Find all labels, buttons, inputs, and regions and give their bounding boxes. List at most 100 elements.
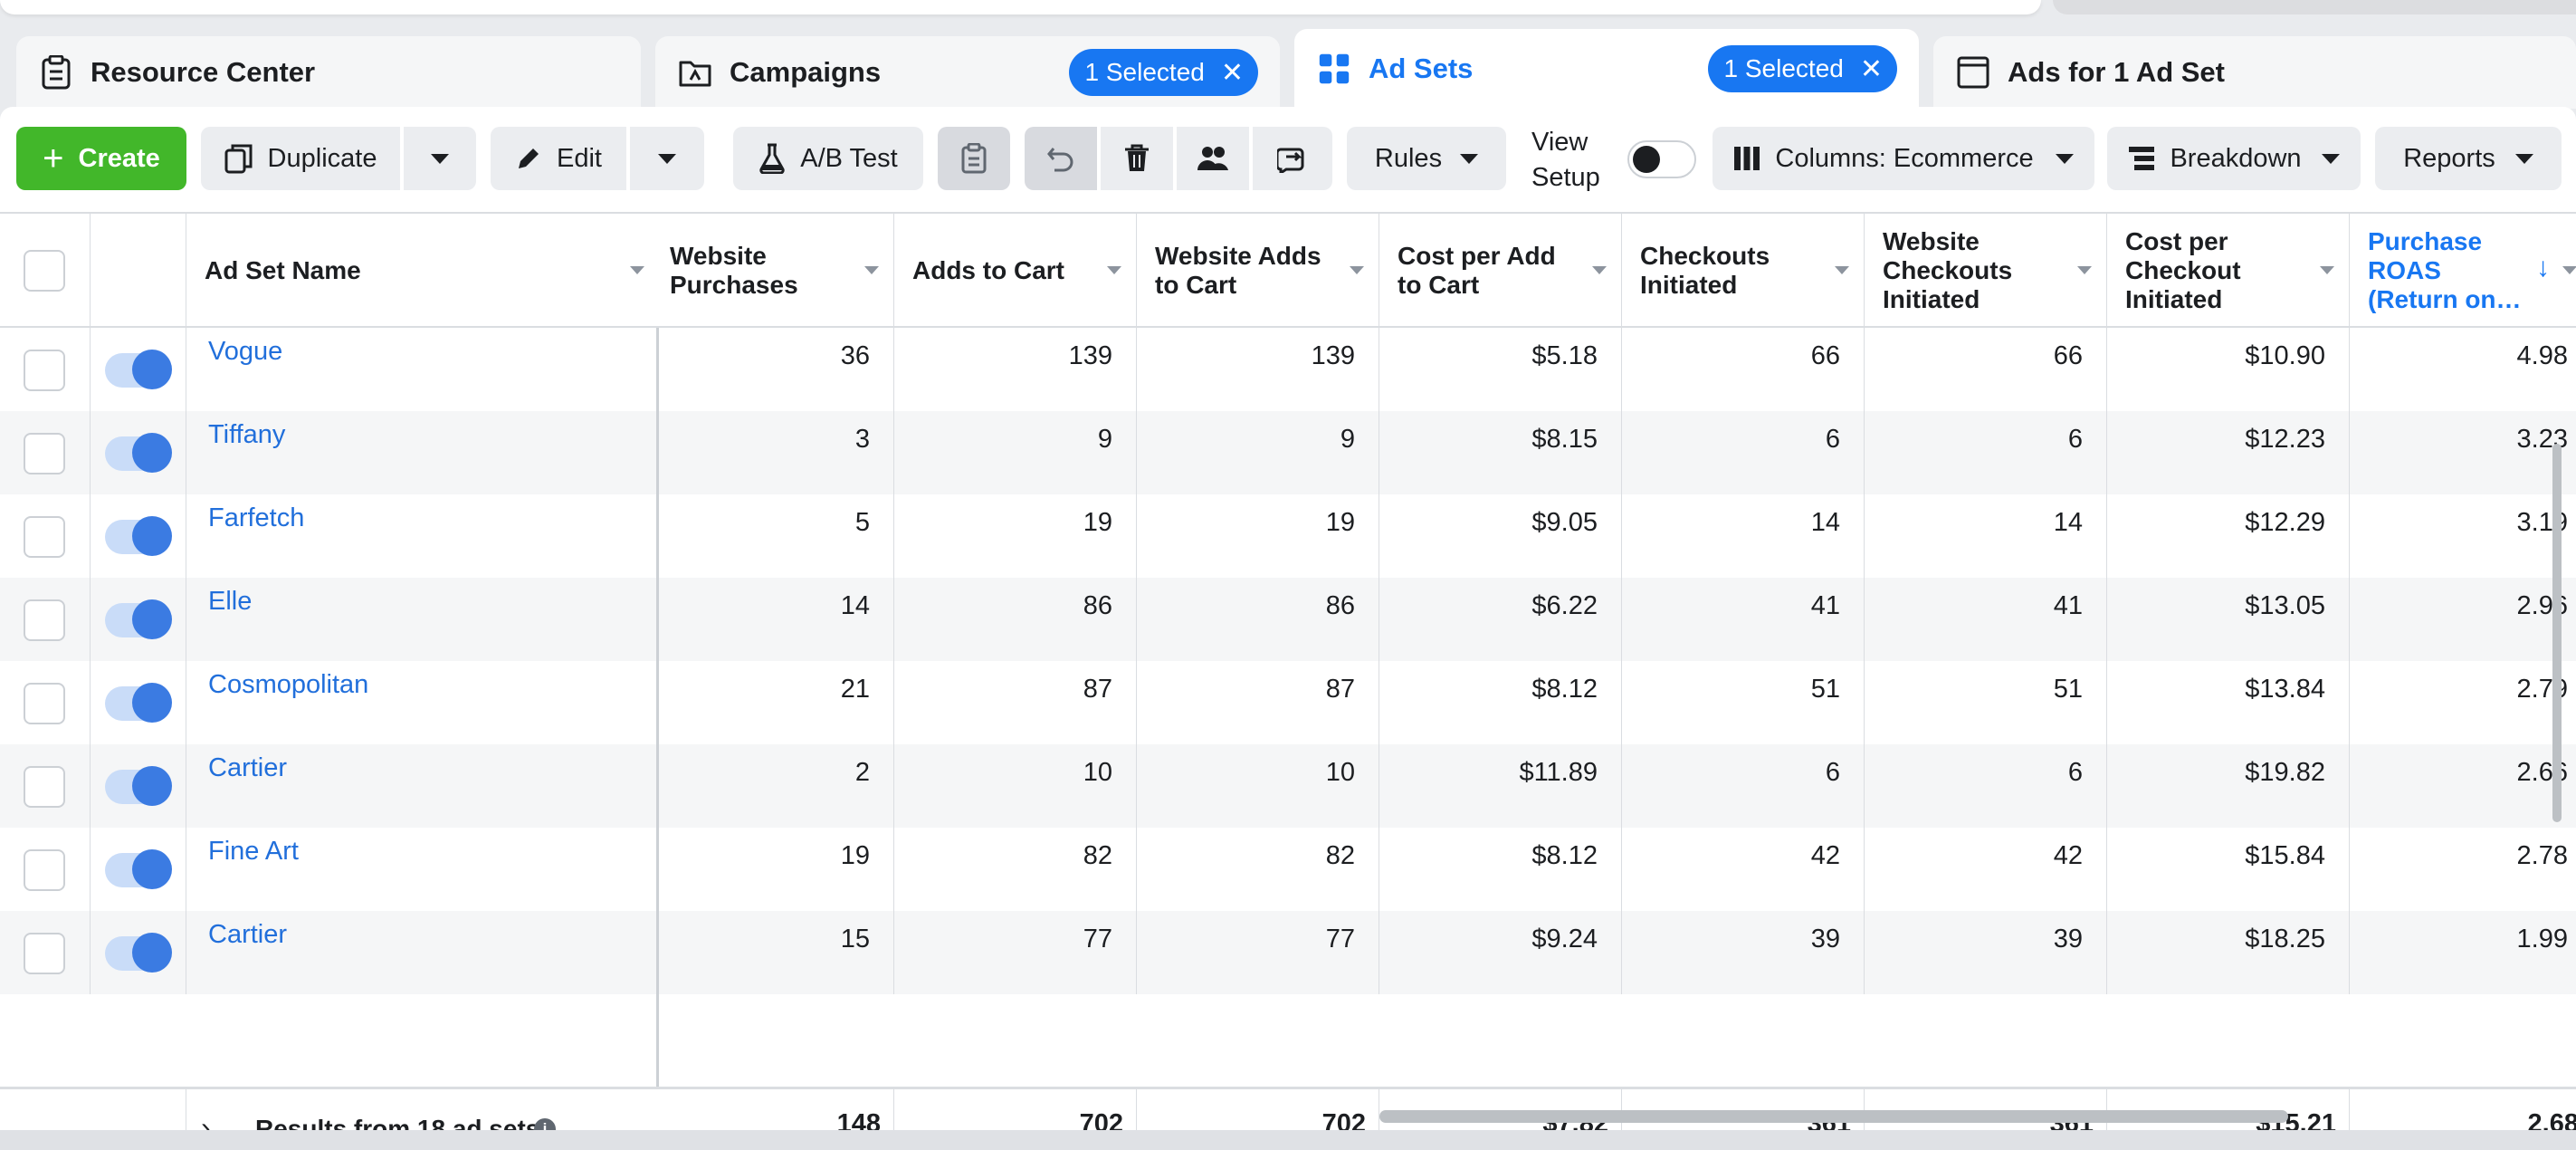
ad-set-name-link[interactable]: Cartier — [208, 920, 288, 949]
vertical-scrollbar[interactable] — [2552, 444, 2562, 822]
rules-button[interactable]: Rules — [1347, 127, 1506, 190]
ad-set-toggle[interactable] — [105, 849, 172, 889]
tab-resource-center[interactable]: Resource Center — [16, 36, 641, 109]
ad-set-toggle[interactable] — [105, 766, 172, 806]
column-header[interactable]: Cost per Checkout Initiated — [2107, 214, 2350, 328]
column-header[interactable]: Website Purchases — [659, 214, 894, 328]
sort-descending-icon[interactable]: ↓ — [2536, 253, 2550, 283]
column-header[interactable]: Cost per Add to Cart — [1379, 214, 1622, 328]
create-button[interactable]: + Create — [16, 127, 186, 190]
table-row[interactable]: Cartier — [0, 911, 656, 994]
column-header-label: Website Purchases — [670, 242, 798, 300]
ad-set-toggle[interactable] — [105, 433, 172, 473]
column-header[interactable]: Checkouts Initiated — [1622, 214, 1865, 328]
breakdown-button[interactable]: Breakdown — [2107, 127, 2361, 190]
reports-button[interactable]: Reports — [2375, 127, 2562, 190]
table-row-metrics: 21 87 87 $8.12 51 51 $13.84 2.79 — [659, 661, 2576, 744]
row-checkbox[interactable] — [24, 766, 65, 808]
select-all-checkbox[interactable] — [24, 250, 65, 292]
row-checkbox[interactable] — [24, 683, 65, 724]
table-row[interactable]: Cosmopolitan — [0, 661, 656, 744]
row-toggle-cell — [91, 494, 186, 578]
ad-set-name-link[interactable]: Farfetch — [208, 503, 305, 532]
ad-set-name-link[interactable]: Cartier — [208, 753, 288, 782]
tab-ad-sets[interactable]: Ad Sets 1 Selected ✕ — [1294, 29, 1919, 109]
table-row[interactable]: Farfetch — [0, 494, 656, 578]
table-row-metrics: 14 86 86 $6.22 41 41 $13.05 2.96 — [659, 578, 2576, 661]
metric-cell: 3 — [659, 411, 894, 494]
metric-cell: $9.24 — [1379, 911, 1622, 994]
close-icon[interactable]: ✕ — [1859, 53, 1883, 84]
columns-button[interactable]: Columns: Ecommerce — [1713, 127, 2094, 190]
ad-set-name-link[interactable]: Elle — [208, 587, 253, 616]
sort-icon[interactable] — [1107, 266, 1121, 274]
tab-label: Resource Center — [91, 56, 316, 88]
ad-set-toggle[interactable] — [105, 683, 172, 723]
horizontal-scrollbar[interactable] — [1379, 1110, 2288, 1123]
row-checkbox[interactable] — [24, 849, 65, 891]
ad-set-toggle[interactable] — [105, 599, 172, 639]
paste-button[interactable] — [938, 127, 1010, 190]
table-row[interactable]: Cartier — [0, 744, 656, 828]
table-row[interactable]: Fine Art — [0, 828, 656, 911]
breakdown-icon — [2128, 146, 2155, 171]
ad-set-name-link[interactable]: Fine Art — [208, 837, 299, 866]
sort-icon[interactable] — [864, 266, 879, 274]
ad-set-toggle[interactable] — [105, 516, 172, 556]
grid-icon — [1318, 53, 1350, 85]
row-checkbox[interactable] — [24, 433, 65, 474]
duplicate-button[interactable]: Duplicate — [201, 127, 400, 190]
ab-test-button[interactable]: A/B Test — [733, 127, 923, 190]
table-row[interactable]: Tiffany — [0, 411, 656, 494]
ad-set-name-link[interactable]: Vogue — [208, 337, 283, 366]
metric-cell: 1.99 — [2350, 911, 2576, 994]
sort-icon[interactable] — [630, 266, 644, 274]
duplicate-dropdown[interactable] — [404, 127, 476, 190]
table-row[interactable]: Elle — [0, 578, 656, 661]
tab-ads[interactable]: Ads for 1 Ad Set — [1933, 36, 2576, 109]
ad-set-toggle[interactable] — [105, 350, 172, 389]
edit-button[interactable]: Edit — [491, 127, 626, 190]
row-checkbox[interactable] — [24, 516, 65, 558]
metric-cell: 14 — [659, 578, 894, 661]
folder-icon — [679, 56, 711, 89]
header-line: Cost per — [2125, 227, 2228, 255]
sort-icon[interactable] — [1350, 266, 1364, 274]
audience-button[interactable] — [1177, 127, 1249, 190]
sort-icon[interactable] — [1835, 266, 1849, 274]
header-line: Initiated — [2125, 285, 2223, 313]
header-ad-set-name[interactable]: Ad Set Name — [186, 214, 659, 328]
column-header[interactable]: Adds to Cart — [894, 214, 1137, 328]
ad-set-toggle[interactable] — [105, 933, 172, 973]
row-toggle-cell — [91, 744, 186, 828]
selected-pill[interactable]: 1 Selected ✕ — [1068, 49, 1258, 96]
sort-icon[interactable] — [2562, 266, 2576, 274]
info-icon[interactable]: i — [534, 1118, 556, 1130]
row-checkbox[interactable] — [24, 350, 65, 391]
table-row[interactable]: Vogue — [0, 328, 656, 411]
row-checkbox[interactable] — [24, 599, 65, 641]
undo-button[interactable] — [1025, 127, 1097, 190]
delete-button[interactable] — [1101, 127, 1173, 190]
chevron-right-icon[interactable]: › — [201, 1111, 211, 1130]
sort-icon[interactable] — [2320, 266, 2334, 274]
metric-cell: 2.79 — [2350, 661, 2576, 744]
close-icon[interactable]: ✕ — [1220, 57, 1244, 88]
sort-icon[interactable] — [1592, 266, 1607, 274]
column-header[interactable]: Website Checkouts Initiated — [1865, 214, 2107, 328]
column-header[interactable]: Website Adds to Cart — [1137, 214, 1379, 328]
edit-dropdown[interactable] — [630, 127, 704, 190]
view-setup-toggle[interactable] — [1627, 140, 1696, 178]
ad-set-name-link[interactable]: Cosmopolitan — [208, 670, 369, 699]
ad-set-name-link[interactable]: Tiffany — [208, 420, 286, 449]
sort-icon[interactable] — [2077, 266, 2092, 274]
header-select-cell — [0, 214, 91, 328]
selected-pill[interactable]: 1 Selected ✕ — [1707, 45, 1897, 92]
column-header[interactable]: Purchase ROAS (Return on… ↓ — [2350, 214, 2576, 328]
breakdown-label: Breakdown — [2170, 143, 2302, 173]
metric-cell: 19 — [659, 828, 894, 911]
tab-campaigns[interactable]: Campaigns 1 Selected ✕ — [655, 36, 1280, 109]
toggle-knob — [132, 433, 172, 473]
export-button[interactable] — [1253, 127, 1332, 190]
row-checkbox[interactable] — [24, 933, 65, 974]
